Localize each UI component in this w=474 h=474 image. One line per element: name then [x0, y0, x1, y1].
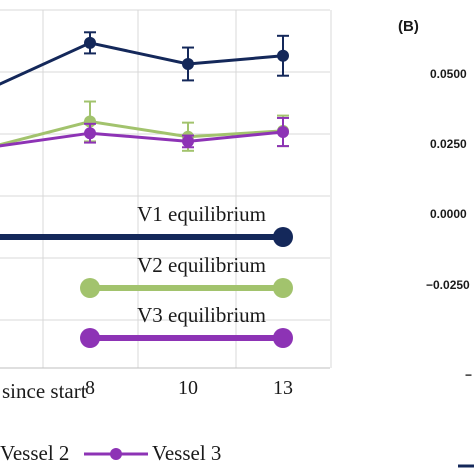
equilibrium-end-marker-2 — [273, 278, 293, 298]
grid — [0, 9, 332, 369]
panel-b-y-tick-label-1: 0.0250 — [430, 137, 467, 151]
equilibrium-start-marker-2 — [80, 278, 100, 298]
series-line-2 — [0, 119, 284, 147]
panel-b-y-tick-label-0: 0.0500 — [430, 67, 467, 81]
legend-label-vessel-3: Vessel 3 — [152, 441, 221, 465]
data-point-3-3 — [277, 126, 289, 139]
series-line-1 — [0, 41, 284, 86]
data-point-1-3 — [277, 49, 289, 62]
legend: Vessel 2 Vessel 3 — [0, 441, 221, 465]
data-point-3-2 — [182, 135, 194, 148]
panel-b-y-tick-label-3: −0.0250 — [426, 278, 470, 292]
equilibrium-label-2: V2 equilibrium — [137, 253, 266, 277]
data-point-1-1 — [84, 36, 96, 49]
x-tick-label-1: 10 — [178, 377, 198, 399]
legend-marker-vessel-3 — [110, 448, 122, 460]
x-axis-label: since start — [2, 379, 87, 403]
data-point-3-1 — [84, 127, 96, 140]
x-tick-label-2: 13 — [273, 377, 293, 399]
series-lines — [0, 31, 289, 152]
equilibrium-end-marker-3 — [273, 328, 293, 348]
equilibrium-end-marker-1 — [273, 227, 293, 247]
panel-b-clipped-label: − — [465, 368, 472, 382]
panel-b-label: (B) — [398, 18, 419, 35]
equilibrium-label-1: V1 equilibrium — [137, 202, 266, 226]
legend-label-vessel-2: Vessel 2 — [0, 441, 69, 465]
equilibrium-start-marker-3 — [80, 328, 100, 348]
panel-b-y-tick-labels: 0.0500 0.0250 0.0000 −0.0250 — [426, 67, 470, 292]
x-tick-label-0: 8 — [85, 377, 95, 399]
x-tick-labels: 8 10 13 — [85, 377, 293, 399]
equilibrium-lines: V1 equilibrium V2 equilibrium V3 equilibri… — [0, 202, 293, 348]
equilibrium-label-3: V3 equilibrium — [137, 303, 266, 327]
series-line-3 — [0, 130, 284, 148]
panel-b-y-tick-label-2: 0.0000 — [430, 207, 467, 221]
data-point-1-2 — [182, 57, 194, 70]
